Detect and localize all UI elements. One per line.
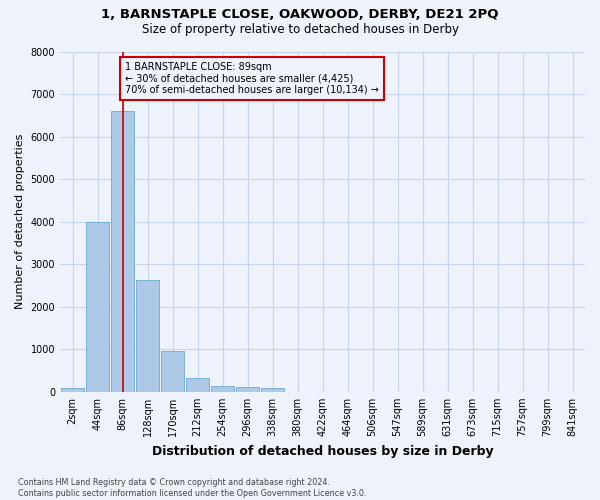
Bar: [211, 386, 234, 392]
Bar: [261, 388, 284, 392]
Bar: [161, 352, 184, 392]
X-axis label: Distribution of detached houses by size in Derby: Distribution of detached houses by size …: [152, 444, 493, 458]
Text: Contains HM Land Registry data © Crown copyright and database right 2024.
Contai: Contains HM Land Registry data © Crown c…: [18, 478, 367, 498]
Bar: [61, 388, 84, 392]
Bar: [111, 111, 134, 392]
Bar: [186, 378, 209, 392]
Bar: [136, 280, 159, 392]
Text: Size of property relative to detached houses in Derby: Size of property relative to detached ho…: [142, 22, 458, 36]
Bar: [86, 222, 109, 392]
Y-axis label: Number of detached properties: Number of detached properties: [15, 134, 25, 310]
Bar: [236, 387, 259, 392]
Text: 1 BARNSTAPLE CLOSE: 89sqm
← 30% of detached houses are smaller (4,425)
70% of se: 1 BARNSTAPLE CLOSE: 89sqm ← 30% of detac…: [125, 62, 379, 96]
Text: 1, BARNSTAPLE CLOSE, OAKWOOD, DERBY, DE21 2PQ: 1, BARNSTAPLE CLOSE, OAKWOOD, DERBY, DE2…: [101, 8, 499, 20]
